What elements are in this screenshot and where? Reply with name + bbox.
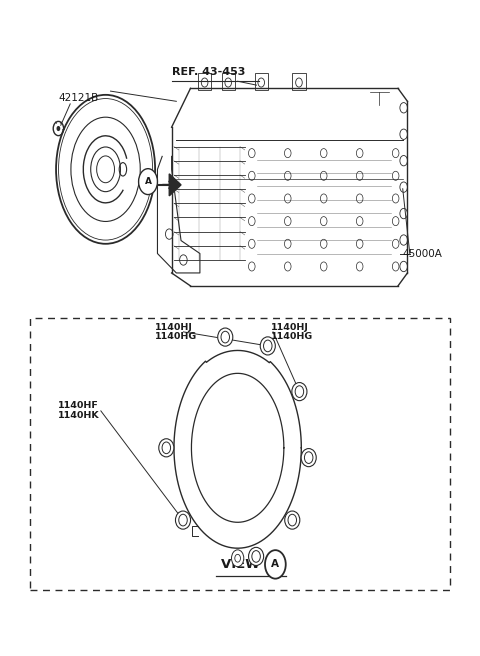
Ellipse shape	[301, 449, 316, 466]
Text: REF. 43-453: REF. 43-453	[172, 67, 245, 77]
Ellipse shape	[218, 328, 233, 346]
Text: A: A	[144, 177, 152, 186]
Text: 1140HF: 1140HF	[59, 401, 99, 410]
Text: A: A	[271, 560, 279, 569]
Text: 1140HK: 1140HK	[59, 411, 100, 420]
Text: 45000A: 45000A	[403, 249, 443, 258]
Ellipse shape	[159, 439, 174, 457]
Ellipse shape	[260, 337, 276, 355]
Circle shape	[139, 169, 157, 195]
Ellipse shape	[176, 511, 191, 529]
Polygon shape	[169, 174, 181, 196]
Text: 1140HJ: 1140HJ	[155, 323, 193, 333]
Bar	[30, 318, 450, 590]
Ellipse shape	[292, 382, 307, 401]
Circle shape	[231, 550, 244, 567]
Circle shape	[57, 126, 60, 131]
Text: VIEW: VIEW	[221, 558, 264, 571]
Ellipse shape	[249, 547, 264, 565]
Text: 1140HJ: 1140HJ	[271, 323, 309, 333]
Text: 1140HG: 1140HG	[155, 332, 197, 341]
Circle shape	[265, 550, 286, 579]
Text: 42121B: 42121B	[59, 93, 99, 103]
Ellipse shape	[285, 511, 300, 529]
Text: 1140HG: 1140HG	[271, 332, 313, 341]
